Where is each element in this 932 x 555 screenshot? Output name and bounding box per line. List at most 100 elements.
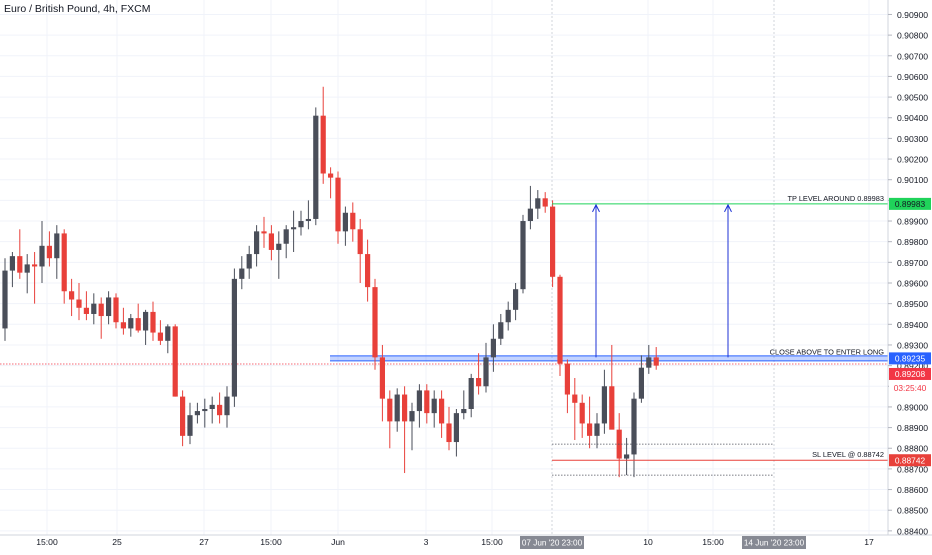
candle-body: [513, 289, 519, 310]
time-tick-label: 25: [112, 537, 122, 547]
price-tick-label: 0.89600: [897, 278, 928, 288]
candle: [453, 408, 459, 457]
candle-body: [313, 115, 319, 219]
candle-body: [209, 404, 215, 409]
time-axis[interactable]: 15:00 25 27 15:00 Jun 3 15:00 10 15:00 17 07 Jun '…: [36, 536, 874, 549]
candle-body: [638, 367, 644, 399]
candle: [431, 390, 437, 428]
candle-body: [128, 318, 134, 329]
candle-body: [298, 221, 304, 228]
candle-body: [283, 229, 289, 244]
price-tick-label: 0.89200: [897, 361, 928, 371]
candle-body: [350, 212, 356, 230]
candle: [113, 293, 119, 329]
candle-body: [527, 208, 533, 222]
candle-body: [476, 378, 482, 387]
candle: [224, 386, 230, 428]
candle-body: [157, 332, 163, 341]
candle: [394, 388, 400, 432]
candle: [165, 324, 171, 354]
candle: [268, 225, 274, 261]
candle: [9, 252, 15, 288]
candle: [416, 384, 422, 428]
time-tick-label: 15:00: [481, 537, 503, 547]
candle-body: [61, 233, 67, 292]
candle: [587, 396, 593, 449]
candle: [601, 369, 607, 434]
candle: [39, 221, 45, 283]
candle: [483, 342, 489, 393]
candle-body: [143, 311, 149, 331]
candle: [542, 192, 548, 213]
price-tick-label: 0.88500: [897, 506, 928, 516]
candle: [128, 313, 134, 337]
candle: [150, 301, 156, 341]
time-tick-label: Jun: [331, 537, 345, 547]
candle: [498, 313, 504, 345]
candle-body: [453, 413, 459, 443]
candle: [638, 355, 644, 403]
price-tick-label: 0.88900: [897, 423, 928, 433]
candle-body: [276, 243, 282, 250]
candle: [194, 402, 200, 424]
candle: [187, 402, 193, 445]
candle-body: [2, 270, 8, 329]
candle-body: [394, 394, 400, 422]
candle-body: [468, 378, 474, 409]
candle-body: [572, 394, 578, 403]
tp-label: TP LEVEL AROUND 0.89983: [787, 194, 884, 203]
candle-body: [24, 264, 30, 273]
candle: [328, 167, 334, 199]
candle-body: [150, 311, 156, 333]
candle: [461, 390, 467, 420]
price-tick-label: 0.88700: [897, 464, 928, 474]
date-marker-label: 07 Jun '20 23:00: [522, 539, 583, 548]
candle-body: [535, 198, 541, 209]
candle: [424, 384, 430, 424]
candle: [17, 229, 23, 279]
candle: [594, 413, 600, 449]
candle: [54, 225, 60, 279]
candle-body: [328, 173, 334, 178]
candle: [313, 107, 319, 226]
price-tick-label: 0.90900: [897, 10, 928, 20]
price-tick-label: 0.90600: [897, 72, 928, 82]
candle: [106, 291, 112, 325]
candle: [372, 278, 378, 370]
candle-body: [202, 408, 208, 412]
candle: [261, 216, 267, 248]
time-tick-label: 15:00: [36, 537, 58, 547]
candle: [564, 359, 570, 414]
sl-price-badge-text: 0.88742: [895, 455, 926, 465]
sl-label: SL LEVEL @ 0.88742: [812, 450, 884, 459]
price-tick-label: 0.90400: [897, 113, 928, 123]
candle: [143, 309, 149, 345]
candle-body: [83, 307, 89, 314]
candle: [350, 202, 356, 242]
candle: [98, 297, 104, 339]
candle-body: [268, 233, 274, 250]
candle: [653, 347, 659, 370]
price-tick-label: 0.89400: [897, 320, 928, 330]
candle-body: [646, 357, 652, 368]
candle: [239, 256, 245, 290]
target-arrow: [724, 203, 732, 358]
entry-zone-band: [330, 355, 888, 361]
candle-body: [587, 423, 593, 436]
candle-body: [194, 411, 200, 416]
candle: [2, 258, 8, 341]
price-tick-label: 0.90500: [897, 93, 928, 103]
price-axis[interactable]: 0.90900 0.90800 0.90700 0.90600 0.90500 0.904…: [888, 10, 928, 536]
candle: [83, 291, 89, 321]
candle: [69, 278, 75, 317]
candle: [202, 398, 208, 428]
time-tick-label: 27: [199, 537, 209, 547]
candle-body: [439, 398, 445, 424]
candle-body: [254, 231, 260, 255]
price-tick-label: 0.90100: [897, 175, 928, 185]
candle: [209, 396, 215, 424]
candle: [557, 274, 563, 376]
chart-title: Euro / British Pound, 4h, FXCM: [4, 3, 151, 15]
